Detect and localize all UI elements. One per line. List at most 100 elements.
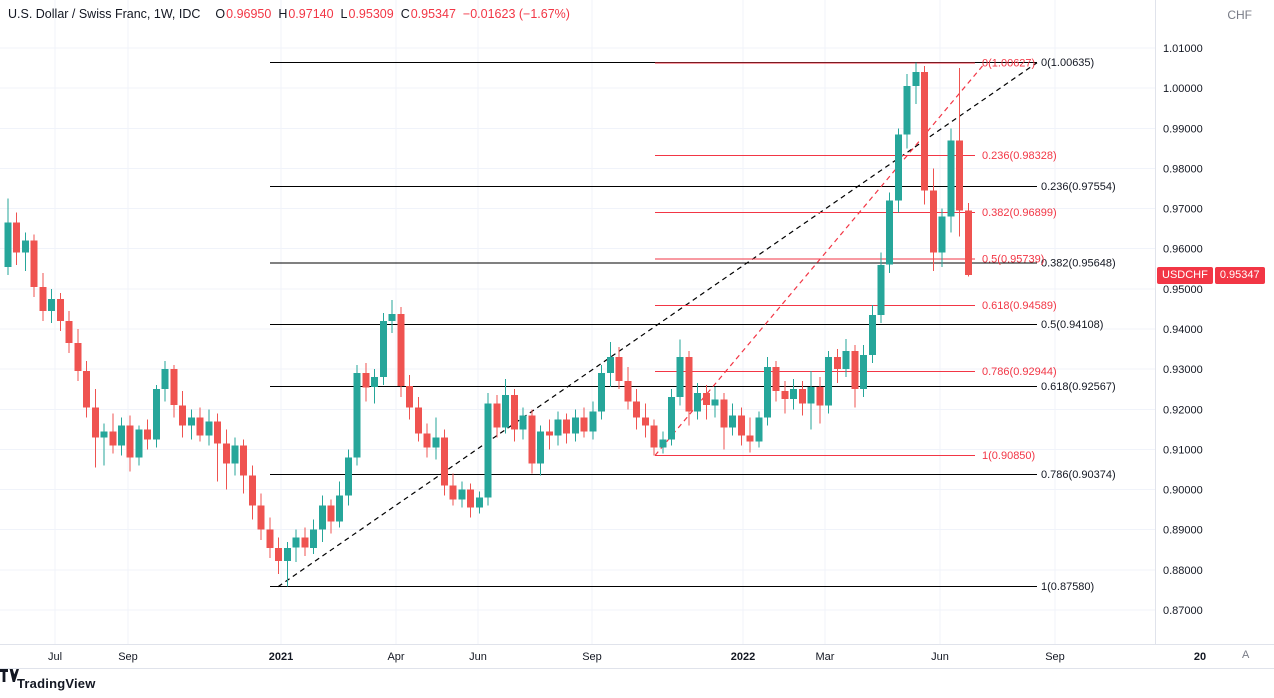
candle bbox=[633, 401, 641, 418]
candle bbox=[406, 386, 414, 408]
time-tick-label: Mar bbox=[816, 651, 835, 663]
symbol-title[interactable]: U.S. Dollar / Swiss Franc, 1W, IDC bbox=[8, 7, 201, 21]
fib-red-label-0: 0(1.00627) bbox=[982, 58, 1035, 70]
candle bbox=[91, 407, 99, 438]
candle bbox=[554, 419, 562, 436]
candle bbox=[729, 415, 737, 428]
candle bbox=[510, 395, 518, 430]
fib-red-label-0.618: 0.618(0.94589) bbox=[982, 300, 1057, 312]
price-tick-label: 0.95000 bbox=[1163, 284, 1203, 296]
candle bbox=[362, 373, 370, 388]
candle bbox=[921, 72, 929, 191]
candle bbox=[764, 367, 771, 418]
candle bbox=[205, 421, 213, 436]
fib-red-label-0.382: 0.382(0.96899) bbox=[982, 207, 1057, 219]
candle bbox=[39, 286, 47, 311]
candle bbox=[484, 403, 492, 498]
candle bbox=[379, 321, 387, 378]
candle bbox=[222, 443, 230, 464]
candle bbox=[537, 431, 544, 464]
time-tick-label: Jun bbox=[931, 651, 949, 663]
candle bbox=[248, 475, 256, 506]
candle bbox=[170, 369, 178, 406]
fib-red-label-0.5: 0.5(0.95739) bbox=[982, 254, 1044, 266]
candle bbox=[668, 397, 675, 440]
candle bbox=[580, 417, 588, 432]
time-tick-label: Sep bbox=[582, 651, 602, 663]
candle bbox=[746, 435, 754, 442]
price-axis[interactable]: 1.01000 1.00000 0.99000 0.98000 0.97000 0.960… bbox=[1155, 0, 1274, 644]
candle bbox=[100, 431, 108, 438]
candle bbox=[423, 433, 431, 448]
candle bbox=[74, 343, 82, 372]
candle bbox=[432, 437, 440, 448]
candle bbox=[283, 547, 291, 561]
fib-retracement-labels: 0(1.00635)0.236(0.97554)0.382(0.95648)0.… bbox=[982, 57, 1116, 593]
fib-black-label-0.236: 0.236(0.97554) bbox=[1041, 181, 1116, 193]
time-axis[interactable]: Jul Sep 2021 Apr Jun Sep 2022 Mar Jun Sep 20 bbox=[0, 644, 1274, 668]
candle bbox=[833, 357, 841, 370]
candle bbox=[702, 393, 710, 406]
candle bbox=[606, 357, 614, 374]
candle bbox=[144, 429, 152, 440]
price-tick-label: 1.01000 bbox=[1163, 43, 1203, 55]
candle bbox=[257, 505, 265, 530]
candle bbox=[790, 389, 798, 400]
time-tick-label: 2022 bbox=[731, 651, 755, 663]
candle bbox=[737, 415, 745, 436]
candle bbox=[842, 351, 850, 370]
price-tick-label: 0.99000 bbox=[1163, 123, 1203, 135]
time-tick-label: Jun bbox=[469, 651, 487, 663]
price-tick-label: 0.92000 bbox=[1163, 404, 1203, 416]
candle bbox=[231, 445, 239, 464]
candle bbox=[441, 437, 448, 486]
time-tick-label: Jul bbox=[48, 651, 62, 663]
fib-black-label-0: 0(1.00635) bbox=[1041, 57, 1094, 69]
candle bbox=[947, 140, 955, 217]
candle bbox=[868, 314, 876, 355]
price-tick-label: 0.98000 bbox=[1163, 163, 1203, 175]
tradingview-brand[interactable]: TradingView bbox=[17, 676, 96, 691]
candle bbox=[563, 419, 571, 434]
candle bbox=[851, 351, 859, 390]
candle bbox=[938, 216, 946, 253]
candle bbox=[912, 72, 920, 87]
fib-retracement-lines[interactable] bbox=[270, 62, 1038, 588]
candle bbox=[877, 264, 885, 315]
candle bbox=[860, 355, 867, 390]
candle bbox=[467, 489, 475, 508]
candle bbox=[161, 369, 169, 390]
price-tick-label: 0.94000 bbox=[1163, 324, 1203, 336]
candle bbox=[30, 240, 38, 287]
candle bbox=[650, 425, 658, 448]
candle bbox=[388, 314, 396, 321]
time-tick-label: 2021 bbox=[269, 651, 293, 663]
price-tick-label: 0.89000 bbox=[1163, 525, 1203, 537]
candle bbox=[4, 222, 12, 267]
candle bbox=[118, 425, 125, 446]
candle bbox=[475, 497, 483, 508]
time-tick-label: Apr bbox=[387, 651, 404, 663]
candle bbox=[545, 431, 553, 436]
candle bbox=[135, 429, 143, 458]
fib-red-label-0.786: 0.786(0.92944) bbox=[982, 366, 1057, 378]
candle bbox=[179, 405, 187, 426]
candlestick-series[interactable] bbox=[4, 62, 972, 587]
time-axis-a-marker[interactable]: A bbox=[1242, 649, 1250, 661]
time-tick-label: 20 bbox=[1194, 651, 1206, 663]
symbol-legend: U.S. Dollar / Swiss Franc, 1W, IDC O0.969… bbox=[8, 7, 570, 21]
candle bbox=[65, 321, 73, 344]
ohlc-readout: O0.96950 H0.97140 L0.95309 C0.95347 −0.01623… bbox=[208, 7, 570, 21]
price-tick-label: 0.88000 bbox=[1163, 565, 1203, 577]
time-tick-label: Sep bbox=[1045, 651, 1065, 663]
candle bbox=[22, 240, 29, 253]
candle bbox=[240, 445, 248, 476]
fib-black-label-0.786: 0.786(0.90374) bbox=[1041, 469, 1116, 481]
change-value: −0.01623 (−1.67%) bbox=[462, 7, 570, 21]
candle bbox=[48, 298, 56, 311]
candle bbox=[196, 417, 204, 436]
symbol-badge: USDCHF bbox=[1157, 267, 1213, 284]
candle bbox=[598, 373, 606, 412]
